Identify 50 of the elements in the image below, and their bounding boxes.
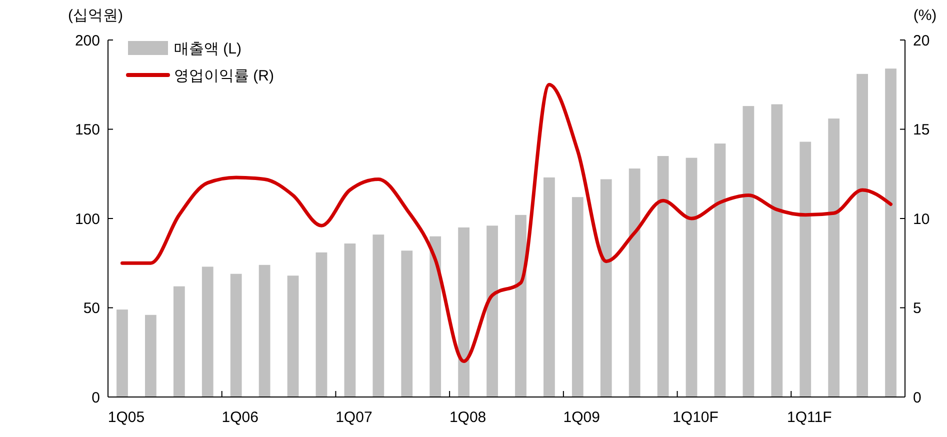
y-tick-label: 50 bbox=[83, 300, 100, 317]
bar bbox=[372, 234, 384, 397]
bar bbox=[173, 286, 185, 397]
bar bbox=[258, 264, 270, 397]
legend-label: 영업이익률 (R) bbox=[174, 67, 274, 84]
y2-tick-label: 15 bbox=[913, 122, 930, 138]
y-tick-label: 0 bbox=[92, 389, 100, 406]
bar bbox=[544, 177, 555, 397]
bar bbox=[800, 142, 812, 397]
bar bbox=[287, 276, 299, 397]
y2-tick-label: 5 bbox=[913, 300, 922, 317]
bar bbox=[572, 197, 584, 397]
bar bbox=[686, 158, 698, 397]
bar bbox=[145, 314, 156, 397]
x-tick-label: 1Q10F bbox=[672, 409, 718, 426]
bar bbox=[600, 179, 612, 397]
legend-label: 매출액 (L) bbox=[174, 40, 242, 58]
bar bbox=[856, 74, 868, 397]
bar bbox=[515, 214, 526, 397]
y-tick-label: 100 bbox=[74, 210, 100, 228]
y-tick-label: 200 bbox=[74, 32, 100, 50]
bar bbox=[116, 310, 128, 397]
bar bbox=[657, 156, 669, 397]
bar bbox=[202, 266, 214, 397]
bar bbox=[401, 250, 413, 397]
y-axis-title: (십억원) bbox=[68, 7, 123, 24]
y2-tick-label: 0 bbox=[913, 389, 922, 406]
x-tick-label: 1Q07 bbox=[336, 409, 372, 426]
bar bbox=[628, 168, 640, 397]
bar bbox=[771, 104, 783, 397]
bar bbox=[828, 118, 840, 397]
x-tick-label: 1Q09 bbox=[563, 409, 600, 426]
x-tick-label: 1Q11F bbox=[787, 409, 832, 426]
x-tick-label: 1Q05 bbox=[108, 409, 145, 426]
bar bbox=[714, 144, 726, 397]
bar bbox=[230, 274, 242, 397]
bar bbox=[742, 106, 754, 397]
x-tick-label: 1Q06 bbox=[222, 409, 258, 426]
y2-tick-label: 10 bbox=[913, 210, 930, 228]
y-tick-label: 150 bbox=[74, 122, 100, 138]
y2-tick-label: 20 bbox=[913, 32, 930, 50]
bar bbox=[458, 227, 470, 397]
bar bbox=[430, 236, 442, 397]
x-tick-label: 1Q08 bbox=[449, 409, 486, 426]
bar bbox=[885, 68, 896, 397]
bar bbox=[344, 243, 356, 397]
line-series bbox=[120, 82, 893, 364]
bar bbox=[316, 252, 328, 397]
y2-axis-title: (%) bbox=[913, 7, 937, 24]
bar bbox=[486, 226, 498, 397]
